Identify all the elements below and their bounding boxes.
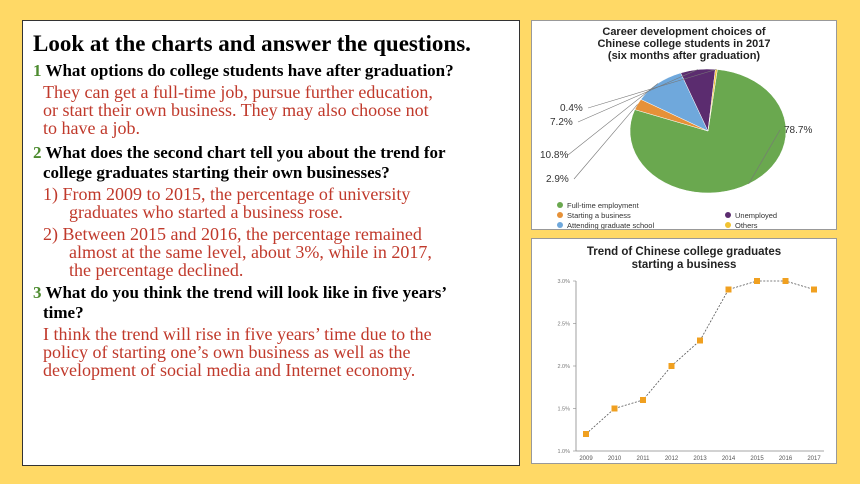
legend-label: Full-time employment xyxy=(567,201,640,210)
answer-line: to have a job. xyxy=(43,118,140,138)
x-tick-label: 2009 xyxy=(579,456,593,462)
answer-line: policy of starting one’s own business as… xyxy=(43,342,411,362)
data-point xyxy=(782,278,789,284)
question-text: What do you think the trend will look li… xyxy=(45,283,448,302)
pie-title-line: Chinese college students in 2017 xyxy=(597,38,771,50)
line-chart-panel: Trend of Chinese college graduates start… xyxy=(531,238,837,464)
question-3: 3 What do you think the trend will look … xyxy=(33,283,509,323)
legend-label: Attending graduate school xyxy=(567,221,654,229)
data-point xyxy=(668,363,675,369)
pie-value-label: 7.2% xyxy=(550,117,573,128)
data-point xyxy=(640,397,646,403)
question-number: 2 xyxy=(33,143,42,162)
x-tick-label: 2016 xyxy=(779,456,793,462)
y-tick-label: 2.0% xyxy=(557,364,570,370)
x-tick-label: 2012 xyxy=(665,456,679,462)
y-tick-label: 2.5% xyxy=(557,322,570,328)
pie-value-label: 0.4% xyxy=(560,103,583,114)
pie-title-line: (six months after graduation) xyxy=(607,50,761,62)
data-point xyxy=(583,431,589,437)
legend-label: Unemployed xyxy=(735,211,777,220)
pie-leader-line xyxy=(573,104,638,180)
x-tick-label: 2014 xyxy=(722,456,736,462)
pie-title-line: Career development choices of xyxy=(602,26,766,38)
question-text: time? xyxy=(43,303,84,322)
question-2: 2 What does the second chart tell you ab… xyxy=(33,143,509,183)
x-tick-label: 2010 xyxy=(608,456,622,462)
answer-line: or start their own business. They may al… xyxy=(43,100,429,120)
pie-leader-line xyxy=(567,83,659,156)
answer-line: I think the trend will rise in five year… xyxy=(43,324,432,344)
answer-line: graduates who started a business rose. xyxy=(69,202,343,222)
heading: Look at the charts and answer the questi… xyxy=(33,31,471,56)
pie-chart-title: Career development choices of Chinese co… xyxy=(532,26,836,62)
answer-3: I think the trend will rise in five year… xyxy=(43,325,509,379)
legend-swatch xyxy=(725,222,731,228)
question-number: 3 xyxy=(33,283,42,302)
legend-label: Others xyxy=(735,221,758,229)
question-text: What options do college students have af… xyxy=(45,61,454,80)
legend-swatch xyxy=(557,202,563,208)
pie-value-label: 78.7% xyxy=(784,125,812,136)
legend-swatch xyxy=(725,212,731,218)
line-title-line: Trend of Chinese college graduates xyxy=(586,246,782,258)
question-text: college graduates starting their own bus… xyxy=(43,163,390,182)
data-point xyxy=(754,278,760,284)
pie-chart: 78.7% 2.9% 10.8% 7.2% 0.4% Full-time employme… xyxy=(540,68,812,229)
legend-label: Starting a business xyxy=(567,211,631,220)
x-tick-label: 2015 xyxy=(750,456,764,462)
answer-line: almost at the same level, about 3%, whil… xyxy=(69,242,432,262)
y-tick-label: 1.5% xyxy=(557,407,570,413)
data-point xyxy=(811,286,817,293)
answer-line: They can get a full-time job, pursue fur… xyxy=(43,82,433,102)
text-panel: Look at the charts and answer the questi… xyxy=(22,20,520,466)
pie-leader-line xyxy=(748,129,781,185)
data-point xyxy=(697,337,703,344)
legend-swatch xyxy=(557,212,563,218)
data-point xyxy=(611,405,618,412)
question-1: 1 What options do college students have … xyxy=(33,61,509,81)
data-point xyxy=(725,286,732,293)
question-number: 1 xyxy=(33,61,42,80)
pie-chart-panel: Career development choices of Chinese co… xyxy=(531,20,837,230)
x-tick-label: 2011 xyxy=(637,456,651,462)
y-tick-label: 3.0% xyxy=(557,279,570,285)
series-line xyxy=(585,280,815,435)
y-tick-label: 1.0% xyxy=(557,449,570,455)
answer-2-1: 1) From 2009 to 2015, the percentage of … xyxy=(43,185,509,221)
question-text: What does the second chart tell you abou… xyxy=(45,143,446,162)
x-tick-label: 2013 xyxy=(693,456,707,462)
pie-value-label: 10.8% xyxy=(540,150,568,161)
answer-1: They can get a full-time job, pursue fur… xyxy=(43,83,509,137)
answer-line: 2) Between 2015 and 2016, the percentage… xyxy=(43,224,422,244)
answer-line: development of social media and Internet… xyxy=(43,360,416,380)
pie-value-label: 2.9% xyxy=(546,174,569,185)
line-chart-title: Trend of Chinese college graduates start… xyxy=(532,246,836,272)
pie-leader-line xyxy=(577,69,698,123)
pie-leader-line xyxy=(587,69,717,109)
x-tick-label: 2017 xyxy=(807,456,821,462)
legend-swatch xyxy=(557,222,563,228)
answer-line: 1) From 2009 to 2015, the percentage of … xyxy=(43,184,411,204)
line-title-line: starting a business xyxy=(631,259,737,271)
answer-line: the percentage declined. xyxy=(69,260,244,280)
answer-2-2: 2) Between 2015 and 2016, the percentage… xyxy=(43,225,509,279)
line-chart: 1.0% 1.5% 2.0% 2.5% 3.0% 2009 2010 2011 2012 2013… xyxy=(557,278,824,462)
